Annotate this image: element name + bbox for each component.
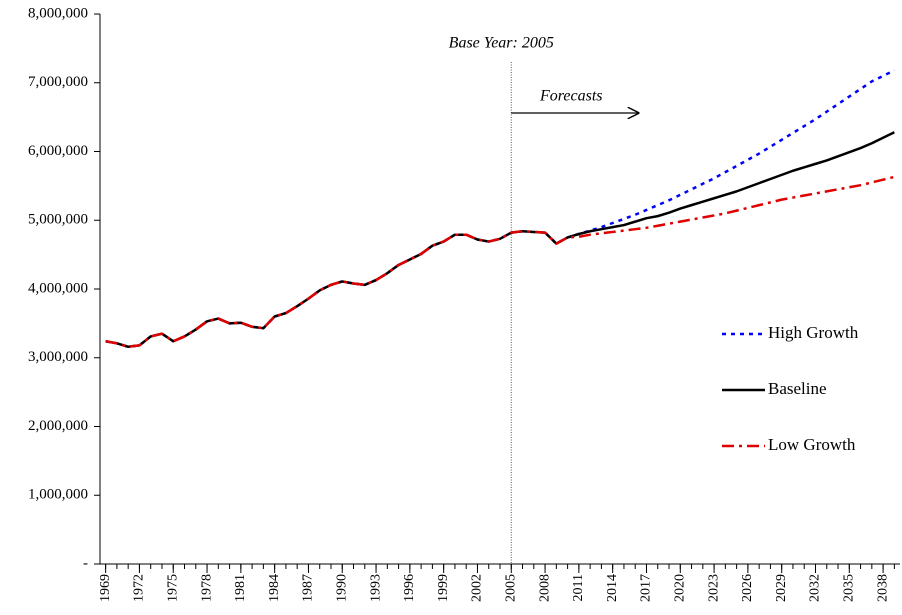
x-tick-label: 1987 xyxy=(301,574,316,602)
x-tick-label: 2002 xyxy=(470,574,485,602)
x-tick-label: 1993 xyxy=(368,574,383,602)
series-line xyxy=(105,69,895,348)
y-tick-label: 6,000,000 xyxy=(28,143,88,159)
x-tick-label: 2038 xyxy=(875,574,890,602)
y-tick-label: 5,000,000 xyxy=(28,212,88,228)
x-tick-label: 1978 xyxy=(199,574,214,602)
x-tick-label: 2029 xyxy=(774,574,789,602)
x-tick-label: 1999 xyxy=(436,574,451,602)
x-tick-label: 1984 xyxy=(267,574,282,602)
x-tick-label: 2026 xyxy=(740,574,755,602)
series-line xyxy=(105,175,895,348)
y-tick-label: 3,000,000 xyxy=(28,349,88,365)
y-tick-label: 1,000,000 xyxy=(28,487,88,503)
x-tick-label: 2014 xyxy=(605,574,620,602)
y-tick-label: 4,000,000 xyxy=(28,280,88,296)
x-tick-label: 2035 xyxy=(842,574,857,602)
x-tick-label: 2017 xyxy=(639,574,654,602)
x-tick-label: 1981 xyxy=(233,574,248,602)
legend-label: Baseline xyxy=(768,379,827,398)
legend-label: Low Growth xyxy=(768,435,856,454)
y-tick-label: 2,000,000 xyxy=(28,418,88,434)
legend-label: High Growth xyxy=(768,323,859,342)
x-tick-label: 2008 xyxy=(537,574,552,602)
x-tick-label: 2020 xyxy=(673,574,688,602)
x-tick-label: 1996 xyxy=(402,574,417,602)
x-tick-label: 1975 xyxy=(165,574,180,602)
x-tick-label: 1969 xyxy=(98,574,113,602)
y-tick-label: 7,000,000 xyxy=(28,74,88,90)
y-tick-label: - xyxy=(83,555,88,571)
x-tick-label: 2032 xyxy=(808,574,823,602)
x-tick-label: 1972 xyxy=(132,574,147,602)
annotation: Forecasts xyxy=(539,88,603,105)
x-tick-label: 2005 xyxy=(503,574,518,602)
x-tick-label: 2023 xyxy=(706,574,721,602)
x-tick-label: 1990 xyxy=(334,574,349,602)
x-tick-label: 2011 xyxy=(571,574,586,601)
y-tick-label: 8,000,000 xyxy=(28,5,88,21)
annotation: Base Year: 2005 xyxy=(449,35,554,52)
series-line xyxy=(105,131,895,348)
